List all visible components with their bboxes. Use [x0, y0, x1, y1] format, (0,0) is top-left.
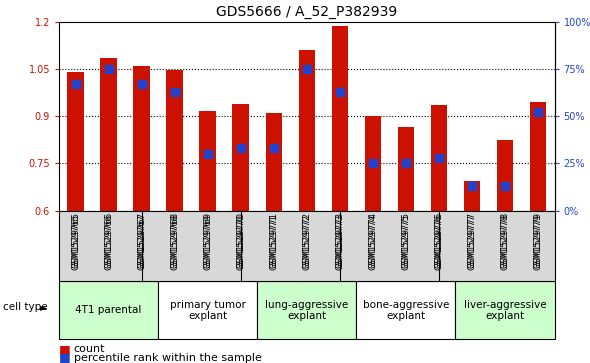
Text: GSM1529766: GSM1529766 [104, 212, 113, 269]
Text: liver-aggressive
explant: liver-aggressive explant [464, 299, 546, 321]
Text: GSM1529771: GSM1529771 [269, 212, 278, 268]
Text: GSM1529778: GSM1529778 [500, 212, 510, 269]
Bar [530, 102, 546, 211]
Bar [431, 105, 447, 211]
Text: GSM1529774: GSM1529774 [368, 214, 378, 270]
Text: GSM1529776: GSM1529776 [434, 212, 444, 269]
Text: GSM1529769: GSM1529769 [203, 214, 212, 270]
Text: lung-aggressive
explant: lung-aggressive explant [265, 299, 349, 321]
Text: GSM1529774: GSM1529774 [368, 212, 378, 268]
Bar [365, 116, 381, 211]
Title: GDS5666 / A_52_P382939: GDS5666 / A_52_P382939 [216, 5, 398, 19]
Point [434, 155, 444, 160]
Text: GSM1529777: GSM1529777 [467, 214, 477, 270]
Text: GSM1529772: GSM1529772 [302, 214, 312, 270]
Bar [398, 127, 414, 211]
Text: count: count [74, 344, 105, 354]
Text: bone-aggressive
explant: bone-aggressive explant [363, 299, 449, 321]
Point [236, 145, 245, 151]
Text: GSM1529775: GSM1529775 [401, 212, 411, 268]
Point [269, 145, 278, 151]
Point [104, 66, 113, 72]
Text: GSM1529773: GSM1529773 [335, 212, 345, 269]
Text: GSM1529770: GSM1529770 [236, 214, 245, 270]
Text: GSM1529771: GSM1529771 [269, 214, 278, 270]
Text: percentile rank within the sample: percentile rank within the sample [74, 352, 261, 363]
Bar [266, 113, 282, 211]
Text: GSM1529768: GSM1529768 [170, 212, 179, 269]
Text: GSM1529779: GSM1529779 [533, 214, 543, 270]
Text: GSM1529769: GSM1529769 [203, 212, 212, 268]
Bar [133, 66, 150, 211]
Text: GSM1529772: GSM1529772 [302, 212, 312, 268]
Bar [332, 26, 348, 211]
Text: GSM1529776: GSM1529776 [434, 214, 444, 270]
Bar [67, 72, 84, 211]
Text: ■: ■ [59, 351, 71, 363]
Text: 4T1 parental: 4T1 parental [76, 305, 142, 315]
Text: GSM1529775: GSM1529775 [401, 214, 411, 270]
Text: GSM1529765: GSM1529765 [71, 214, 80, 270]
Bar [199, 111, 216, 211]
Text: ►: ► [40, 302, 48, 312]
Text: GSM1529770: GSM1529770 [236, 212, 245, 268]
Point [368, 160, 378, 166]
Bar [497, 140, 513, 211]
Point [170, 89, 179, 94]
Text: ■: ■ [59, 343, 71, 356]
Text: cell type: cell type [3, 302, 48, 312]
Point [467, 183, 477, 189]
Point [71, 81, 80, 87]
Text: GSM1529777: GSM1529777 [467, 212, 477, 269]
Point [533, 110, 543, 115]
Text: GSM1529779: GSM1529779 [533, 212, 543, 268]
Bar [464, 181, 480, 211]
Bar [232, 103, 249, 211]
Point [302, 66, 312, 72]
Bar [166, 70, 183, 211]
Bar [100, 58, 117, 211]
Point [335, 89, 345, 94]
Text: GSM1529778: GSM1529778 [500, 214, 510, 270]
Bar [299, 50, 315, 211]
Point [137, 81, 146, 87]
Text: GSM1529765: GSM1529765 [71, 212, 80, 268]
Text: GSM1529767: GSM1529767 [137, 212, 146, 269]
Text: GSM1529767: GSM1529767 [137, 214, 146, 270]
Point [500, 183, 510, 189]
Text: GSM1529773: GSM1529773 [335, 214, 345, 270]
Point [401, 160, 411, 166]
Text: primary tumor
explant: primary tumor explant [170, 299, 245, 321]
Text: GSM1529766: GSM1529766 [104, 214, 113, 270]
Text: GSM1529768: GSM1529768 [170, 214, 179, 270]
Point [203, 151, 212, 157]
